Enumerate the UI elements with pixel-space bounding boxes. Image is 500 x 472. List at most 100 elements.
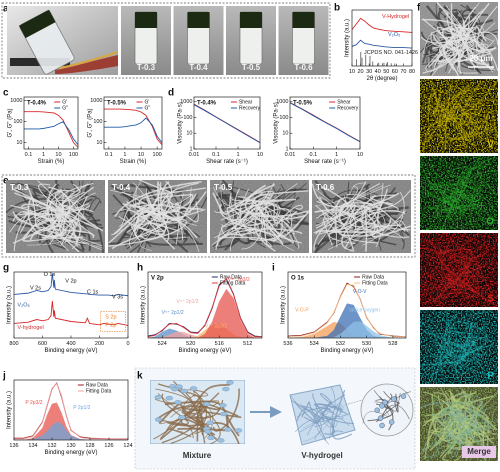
fiber (425, 34, 484, 68)
fiber (212, 388, 240, 432)
x-tick-label: 1 (236, 152, 239, 158)
image (104, 108, 162, 146)
particle (206, 420, 214, 426)
x-axis-label: Binding energy (eV) (320, 348, 373, 354)
x-tick-label: 0.01 (285, 152, 296, 158)
y-tick-label: 100 (183, 115, 192, 121)
node (382, 399, 388, 406)
sem-label: T-0.4 (112, 183, 131, 192)
k-label: Mixture (183, 451, 212, 460)
node (400, 393, 407, 399)
peak-label: V 3s (112, 295, 123, 301)
x-tick-label: 536 (283, 341, 292, 347)
y-tick-label: 10 (96, 140, 102, 146)
y-axis-label: Intensity (a.u.) (281, 286, 287, 324)
fiber (315, 403, 355, 425)
y-tick-label: 1000 (90, 98, 102, 104)
fiber (30, 202, 89, 245)
y-axis-label: Intensity (a.u.) (7, 391, 13, 429)
image: P (420, 310, 498, 384)
map-signal (420, 79, 498, 153)
fiber (375, 390, 400, 423)
fiber (241, 182, 275, 250)
fiber (317, 417, 336, 434)
x-axis-label: Shear rate (s⁻¹) (206, 159, 248, 165)
x-tick-label: 10 (357, 152, 363, 158)
particle (178, 415, 186, 420)
particle (207, 435, 215, 441)
image: T-0.4 (173, 6, 224, 75)
fiber (22, 225, 83, 242)
x-tick-label: 1 (335, 152, 338, 158)
panel-a-frame (1, 2, 331, 79)
legend-label: G'' (144, 105, 150, 111)
fiber (159, 384, 230, 441)
component-label: V⁵⁺ 2p3/2 (228, 277, 250, 283)
sem-label: T-0.3 (10, 183, 29, 192)
fiber (162, 180, 206, 220)
fiber (48, 186, 71, 216)
fiber (374, 392, 401, 412)
x-axis-label: Strain (%) (38, 159, 65, 165)
peak-label: O 1s (44, 272, 56, 278)
legend-label: Recovery (239, 105, 261, 111)
series-label: V-hydrogel (17, 325, 43, 331)
image (150, 380, 245, 444)
vial-label: T-0.6 (294, 63, 313, 72)
legend-label: Recovery (337, 105, 359, 111)
image: 20 μm (420, 2, 498, 76)
vial-gel (187, 12, 210, 28)
image (148, 277, 262, 338)
image: S (420, 233, 498, 307)
particle (202, 401, 211, 407)
fit-component (14, 402, 128, 440)
fiber (239, 198, 297, 235)
particle (154, 394, 162, 400)
x-tick-label: 10 (349, 69, 355, 75)
legend-label: G' (62, 99, 67, 105)
component-label: V⁵⁺ 2p1/2 (162, 310, 184, 316)
fiber (261, 203, 285, 246)
fiber (294, 413, 351, 433)
fiber (420, 36, 498, 72)
fiber (440, 5, 496, 52)
panel-label: j (2, 371, 6, 382)
node (379, 403, 385, 409)
fiber (370, 194, 399, 211)
fiber (122, 203, 167, 240)
panel-label: c (3, 88, 9, 99)
fiber (361, 202, 394, 231)
fiber (160, 182, 199, 243)
fiber (248, 215, 291, 241)
vial-label: T-0.5 (242, 63, 261, 72)
x-tick-label: 10 (138, 152, 144, 158)
component-label: V⁴⁺ 2p3/2 (205, 323, 227, 329)
x-tick-label: 800 (9, 341, 18, 347)
vial-gel (135, 12, 157, 28)
component-label: V-O-P (295, 308, 309, 314)
image: T-0.5 (210, 180, 309, 253)
map-signal (420, 156, 498, 230)
image (352, 17, 412, 66)
x-tick-label: 1 (123, 152, 126, 158)
fiber (9, 180, 61, 233)
x-tick-label: 0.1 (105, 152, 113, 158)
series-line (104, 108, 162, 146)
fiber (10, 200, 56, 225)
fiber (312, 183, 373, 214)
image (14, 382, 128, 440)
merge-tag (462, 446, 496, 458)
map-signal (420, 233, 498, 307)
panel-label: f (417, 3, 421, 14)
series-line (290, 102, 360, 143)
node (379, 422, 385, 429)
x-tick-label: 130 (66, 443, 75, 449)
fiber (296, 406, 334, 418)
series-line (352, 39, 412, 49)
fiber (258, 207, 300, 249)
fiber (244, 184, 309, 218)
x-tick-label: 30 (366, 69, 372, 75)
x-tick-label: 80 (409, 69, 415, 75)
fiber (46, 183, 81, 246)
fiber (33, 216, 103, 252)
